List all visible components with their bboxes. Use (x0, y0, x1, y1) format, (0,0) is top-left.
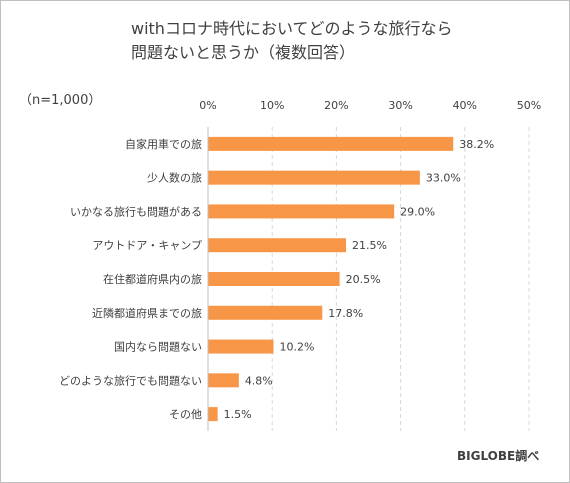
value-label: 21.5% (352, 239, 387, 252)
category-label: 少人数の旅 (147, 171, 202, 185)
x-tick-label: 50% (517, 99, 541, 112)
x-tick-label: 0% (199, 99, 216, 112)
chart-title-line1: withコロナ時代においてどのような旅行なら (131, 19, 453, 38)
x-tick-label: 20% (324, 99, 348, 112)
bar (208, 339, 274, 354)
value-label: 33.0% (426, 172, 461, 185)
chart-title: withコロナ時代においてどのような旅行なら 問題ないと思うか（複数回答） (131, 17, 452, 65)
value-label: 17.8% (328, 307, 363, 320)
value-label: 1.5% (224, 408, 252, 421)
value-label: 10.2% (279, 341, 314, 354)
bar (208, 238, 347, 253)
x-axis-ticks: 0% 10% 20% 30% 40% 50% (199, 99, 541, 112)
bar (208, 136, 454, 151)
category-label: 在住都道府県内の旅 (103, 272, 202, 286)
value-label: 20.5% (346, 273, 381, 286)
category-label: どのような旅行でも問題ない (59, 373, 202, 387)
value-label: 38.2% (459, 138, 494, 151)
bars (208, 136, 454, 422)
bar (208, 170, 420, 185)
sample-size-label: （n=1,000） (19, 93, 102, 108)
source-label: BIGLOBE調べ (457, 449, 540, 463)
value-label: 29.0% (400, 205, 435, 218)
category-label: いかなる旅行も問題がある (70, 204, 202, 218)
bar (208, 272, 340, 286)
bar (208, 407, 218, 422)
category-label: 国内なら問題ない (114, 340, 202, 354)
chart-title-line2: 問題ないと思うか（複数回答） (131, 43, 356, 62)
category-label: 近隣都道府県までの旅 (92, 306, 202, 320)
value-label: 4.8% (245, 374, 273, 387)
x-tick-label: 10% (260, 99, 284, 112)
category-labels: 自家用車での旅少人数の旅いかなる旅行も問題があるアウトドア・キャンプ在住都道府県… (59, 137, 202, 421)
bar (208, 204, 395, 219)
bar (208, 373, 239, 388)
category-label: 自家用車での旅 (125, 137, 202, 151)
category-label: その他 (169, 408, 202, 421)
x-tick-label: 30% (388, 99, 412, 112)
bar (208, 305, 323, 320)
x-tick-label: 40% (453, 99, 477, 112)
category-label: アウトドア・キャンプ (92, 239, 202, 252)
value-labels: 38.2% 33.0% 29.0% 21.5% 20.5% 17.8% 10.2% 4.8% 1… (224, 138, 495, 421)
